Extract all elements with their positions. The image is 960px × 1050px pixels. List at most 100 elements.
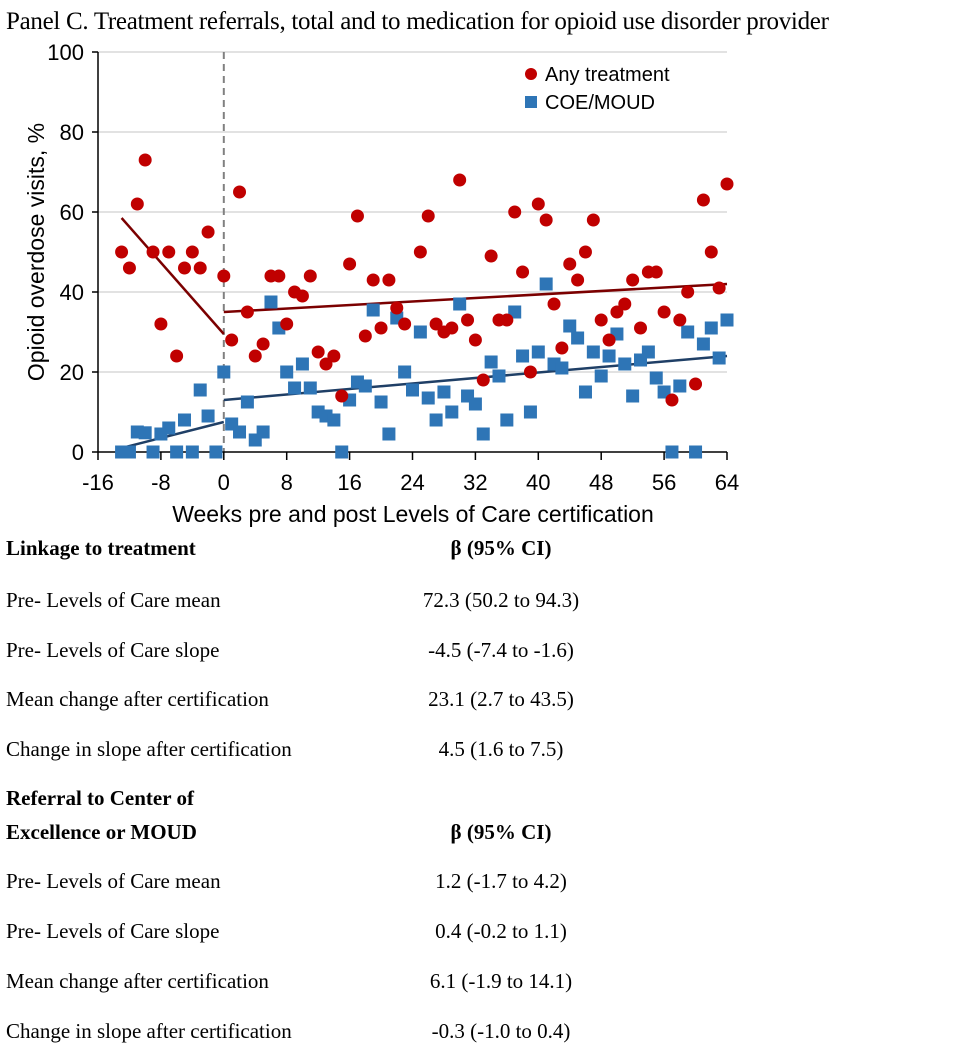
point-any-treatment [445, 321, 459, 335]
row-label: Pre- Levels of Care slope [6, 919, 220, 943]
point-coe-moud [445, 405, 459, 419]
row-label: Mean change after certification [6, 969, 269, 993]
point-any-treatment [578, 245, 592, 259]
point-any-treatment [429, 317, 443, 331]
point-coe-moud [256, 425, 270, 439]
point-any-treatment [327, 349, 341, 363]
point-any-treatment [563, 257, 577, 271]
point-coe-moud [177, 413, 191, 427]
point-coe-moud [626, 389, 640, 403]
x-tick-label: 24 [400, 470, 424, 495]
point-any-treatment [280, 317, 294, 331]
data-points [115, 153, 734, 459]
point-coe-moud [146, 445, 160, 459]
point-any-treatment [586, 213, 600, 227]
point-any-treatment [657, 305, 671, 319]
point-any-treatment [500, 313, 514, 327]
point-coe-moud [335, 445, 349, 459]
point-any-treatment [523, 365, 537, 379]
row-value: -0.3 (-1.0 to 0.4) [431, 1019, 571, 1043]
point-any-treatment [468, 333, 482, 347]
point-any-treatment [704, 245, 718, 259]
panel-title: Panel C. Treatment referrals, total and … [6, 8, 829, 35]
point-any-treatment [248, 349, 262, 363]
point-any-treatment [649, 265, 663, 279]
point-coe-moud [523, 405, 537, 419]
point-any-treatment [484, 249, 498, 263]
point-any-treatment [350, 209, 364, 223]
point-any-treatment [303, 269, 317, 283]
point-coe-moud [366, 303, 380, 317]
x-axis-title: Weeks pre and post Levels of Care certif… [172, 501, 654, 527]
row-label: Pre- Levels of Care slope [6, 638, 220, 662]
point-coe-moud [358, 379, 372, 393]
point-coe-moud [398, 365, 412, 379]
point-coe-moud [170, 445, 184, 459]
x-tick-label: 56 [652, 470, 676, 495]
point-coe-moud [689, 445, 703, 459]
table-title-line2: Excellence or MOUD [6, 820, 197, 844]
point-coe-moud [122, 445, 136, 459]
point-any-treatment [413, 245, 427, 259]
point-coe-moud [201, 409, 215, 423]
legend-marker-any-treatment [525, 68, 537, 80]
x-axis-ticks: -16 -8 0 8 16 24 32 40 48 56 64 [82, 452, 739, 495]
point-any-treatment [508, 205, 522, 219]
point-coe-moud [413, 325, 427, 339]
point-coe-moud [508, 305, 522, 319]
point-any-treatment [185, 245, 199, 259]
point-any-treatment [272, 269, 286, 283]
x-tick-label: -16 [82, 470, 114, 495]
point-any-treatment [177, 261, 191, 275]
point-any-treatment [201, 225, 215, 239]
row-value: 6.1 (-1.9 to 14.1) [429, 969, 573, 993]
y-tick-label: 0 [72, 440, 84, 465]
point-any-treatment [634, 321, 648, 335]
point-coe-moud [563, 319, 577, 333]
point-any-treatment [618, 297, 632, 311]
point-any-treatment [673, 313, 687, 327]
point-any-treatment [689, 377, 703, 391]
point-coe-moud [555, 361, 569, 375]
x-tick-label: 16 [337, 470, 361, 495]
point-any-treatment [398, 317, 412, 331]
x-tick-label: 0 [218, 470, 230, 495]
point-any-treatment [193, 261, 207, 275]
point-coe-moud [327, 413, 341, 427]
point-any-treatment [539, 213, 553, 227]
point-coe-moud [162, 421, 176, 435]
row-label: Pre- Levels of Care mean [6, 588, 221, 612]
point-any-treatment [256, 337, 270, 351]
point-any-treatment [240, 305, 254, 319]
point-coe-moud [193, 383, 207, 397]
point-coe-moud [539, 277, 553, 291]
y-tick-label: 60 [60, 200, 84, 225]
table-title: Linkage to treatment [6, 536, 196, 560]
point-any-treatment [138, 153, 152, 167]
point-any-treatment [319, 357, 333, 371]
point-coe-moud [516, 349, 530, 363]
trend-line-any-treatment-pre [120, 217, 225, 335]
point-any-treatment [170, 349, 184, 363]
point-coe-moud [303, 381, 317, 395]
point-coe-moud [295, 357, 309, 371]
point-coe-moud [696, 337, 710, 351]
point-any-treatment [681, 285, 695, 299]
point-any-treatment [217, 269, 231, 283]
point-any-treatment [154, 317, 168, 331]
point-any-treatment [162, 245, 176, 259]
point-coe-moud [421, 391, 435, 405]
point-coe-moud [406, 383, 419, 397]
point-coe-moud [531, 345, 545, 359]
point-coe-moud [437, 385, 451, 399]
x-tick-label: 40 [526, 470, 550, 495]
point-any-treatment [311, 345, 325, 359]
point-any-treatment [461, 313, 475, 327]
point-coe-moud [586, 345, 600, 359]
point-coe-moud [500, 413, 514, 427]
point-any-treatment [366, 273, 380, 287]
point-any-treatment [555, 341, 569, 355]
legend: Any treatment COE/MOUD [525, 64, 670, 114]
point-any-treatment [531, 197, 545, 211]
point-coe-moud [138, 426, 152, 440]
